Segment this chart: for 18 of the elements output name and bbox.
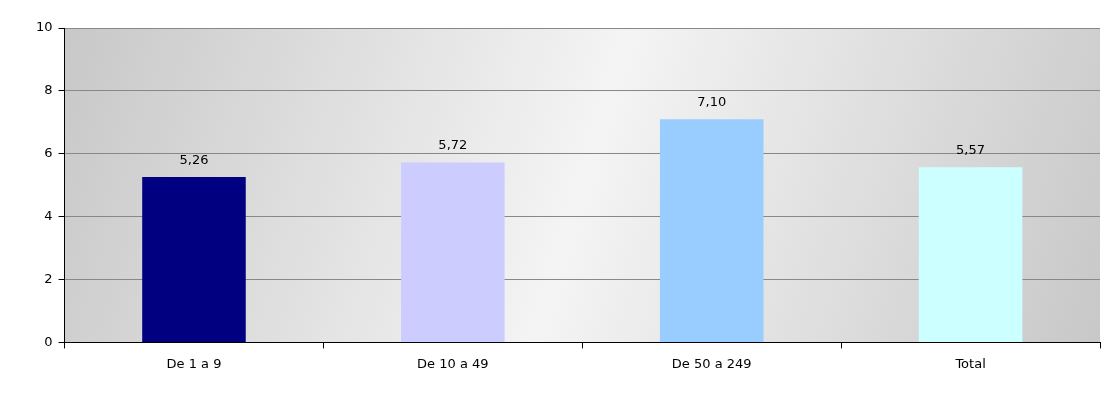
bar <box>659 119 764 342</box>
y-tick-label: 0 <box>44 333 53 349</box>
bar <box>401 162 505 342</box>
bar <box>918 167 1023 342</box>
data-label: 5,26 <box>179 151 209 167</box>
x-tick-label: Total <box>954 355 986 371</box>
data-label: 5,57 <box>956 142 986 158</box>
y-tick-label: 2 <box>44 270 53 286</box>
y-tick-label: 4 <box>44 208 53 224</box>
y-tick-label: 6 <box>44 145 53 161</box>
y-tick-label: 8 <box>44 82 53 98</box>
bar <box>142 177 246 342</box>
data-label: 5,72 <box>438 137 468 153</box>
x-tick-label: De 10 a 49 <box>417 355 489 371</box>
y-tick-label: 10 <box>36 19 53 35</box>
x-tick-label: De 50 a 249 <box>671 355 752 371</box>
data-label: 7,10 <box>697 94 727 110</box>
x-tick-label: De 1 a 9 <box>166 355 222 371</box>
